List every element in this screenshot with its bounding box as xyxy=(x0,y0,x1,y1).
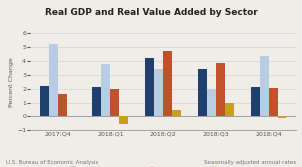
Bar xyxy=(172,110,181,116)
Bar xyxy=(58,94,66,116)
Legend: GDP, Private Goods, Private Services, Government: GDP, Private Goods, Private Services, Go… xyxy=(68,164,259,167)
Bar xyxy=(101,64,110,116)
Bar xyxy=(216,63,225,116)
Bar xyxy=(225,103,234,116)
Bar xyxy=(92,87,101,116)
Y-axis label: Percent Change: Percent Change xyxy=(9,57,14,107)
Bar xyxy=(40,86,49,116)
Bar xyxy=(154,69,163,116)
Bar xyxy=(207,89,216,116)
Bar xyxy=(278,116,287,118)
Text: U.S. Bureau of Economic Analysis: U.S. Bureau of Economic Analysis xyxy=(6,160,98,165)
Bar xyxy=(119,116,128,124)
Bar xyxy=(260,56,268,116)
Bar xyxy=(251,87,260,116)
Bar xyxy=(110,89,119,116)
Text: Real GDP and Real Value Added by Sector: Real GDP and Real Value Added by Sector xyxy=(45,8,257,17)
Bar xyxy=(49,44,58,116)
Bar xyxy=(198,69,207,116)
Text: Seasonally adjusted annual rates: Seasonally adjusted annual rates xyxy=(204,160,296,165)
Bar xyxy=(268,88,278,116)
Bar xyxy=(145,58,154,116)
Bar xyxy=(163,51,172,116)
